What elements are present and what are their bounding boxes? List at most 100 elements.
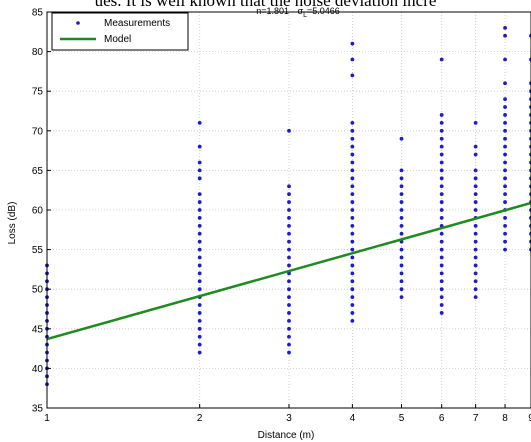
measurement-point: [503, 231, 507, 236]
model-line: [46, 201, 531, 341]
legend: Measurements Model: [51, 12, 189, 51]
measurement-point: [287, 223, 291, 228]
measurement-point: [197, 239, 202, 244]
tick-labels: 1234567893540455055606570758085: [32, 8, 531, 425]
measurement-point: [503, 247, 507, 252]
measurement-point: [439, 192, 444, 197]
measurement-point: [350, 255, 355, 260]
measurement-point: [503, 33, 507, 38]
measurement-point: [287, 128, 291, 133]
measurement-point: [439, 247, 444, 252]
measurement-point: [197, 223, 202, 228]
measurement-point: [197, 311, 202, 315]
measurement-point: [439, 303, 444, 307]
legend-measurements-marker: [76, 21, 80, 25]
measurement-point: [503, 168, 507, 173]
measurement-point: [287, 216, 291, 220]
measurement-point: [439, 176, 444, 181]
measurement-point: [350, 263, 355, 268]
measurement-point: [503, 176, 507, 181]
measurement-point: [399, 192, 404, 197]
measurement-point: [439, 184, 444, 189]
legend-measurements-label: Measurements: [104, 18, 170, 29]
measurement-point: [350, 247, 355, 252]
measurement-point: [399, 176, 404, 181]
measurement-point: [350, 136, 355, 141]
measurement-point: [287, 255, 291, 260]
measurement-point: [473, 120, 478, 125]
measurement-point: [350, 318, 355, 323]
x-tick-label: 2: [197, 413, 203, 424]
measurement-point: [503, 216, 507, 220]
measurement-point: [503, 25, 507, 30]
title-sigma: σ: [298, 6, 304, 16]
y-tick-label: 65: [32, 166, 44, 177]
measurement-point: [439, 160, 444, 165]
measurement-point: [350, 311, 355, 315]
measurement-point: [350, 184, 355, 189]
measurement-point: [287, 192, 291, 197]
measurement-point: [197, 192, 202, 197]
measurement-point: [503, 160, 507, 165]
measurement-point: [287, 184, 291, 189]
measurement-point: [439, 200, 444, 204]
x-tick-label: 5: [399, 413, 405, 424]
measurement-point: [503, 144, 507, 149]
y-tick-label: 40: [32, 364, 44, 375]
measurement-point: [197, 263, 202, 268]
chart-title: n=1.801 σL=5.0466: [256, 6, 340, 19]
measurement-point: [439, 263, 444, 268]
measurement-point: [399, 184, 404, 189]
measurement-point: [439, 152, 444, 157]
measurement-point: [350, 144, 355, 149]
measurement-point: [350, 239, 355, 244]
measurement-point: [473, 271, 478, 276]
y-tick-label: 70: [32, 126, 44, 137]
y-tick-label: 50: [32, 285, 44, 296]
measurement-point: [399, 168, 404, 173]
measurement-point: [350, 152, 355, 157]
measurement-point: [399, 200, 404, 204]
measurement-point: [350, 168, 355, 173]
measurement-point: [399, 136, 404, 141]
measurement-point: [197, 334, 202, 339]
measurement-point: [503, 105, 507, 109]
measurement-point: [503, 239, 507, 244]
measurement-point: [287, 200, 291, 204]
measurement-point: [439, 231, 444, 236]
measurement-point: [399, 208, 404, 212]
measurement-point: [197, 303, 202, 307]
y-tick-label: 60: [32, 206, 44, 217]
x-tick-label: 6: [439, 413, 445, 424]
measurement-point: [287, 247, 291, 252]
model-line-group: [46, 201, 531, 341]
measurement-point: [350, 216, 355, 220]
measurement-point: [399, 287, 404, 292]
measurement-point: [399, 216, 404, 220]
y-axis-label: Loss (dB): [7, 202, 18, 245]
measurement-point: [350, 231, 355, 236]
measurement-point: [439, 287, 444, 292]
measurement-point: [287, 239, 291, 244]
measurement-point: [287, 279, 291, 284]
x-axis-label: Distance (m): [258, 430, 315, 441]
measurement-point: [197, 287, 202, 292]
measurement-point: [439, 279, 444, 284]
measurement-point: [350, 57, 355, 62]
measurement-point: [439, 311, 444, 315]
measurement-point: [399, 263, 404, 268]
measurement-point: [350, 271, 355, 276]
measurement-point: [287, 334, 291, 339]
measurement-point: [350, 120, 355, 125]
measurement-point: [350, 192, 355, 197]
measurement-point: [350, 160, 355, 165]
measurement-point: [473, 247, 478, 252]
measurement-point: [439, 57, 444, 62]
measurement-point: [399, 279, 404, 284]
measurement-point: [439, 144, 444, 149]
measurement-point: [350, 73, 355, 78]
measurement-point: [503, 200, 507, 204]
measurement-point: [197, 200, 202, 204]
measurement-point: [350, 128, 355, 133]
measurement-point: [473, 152, 478, 157]
